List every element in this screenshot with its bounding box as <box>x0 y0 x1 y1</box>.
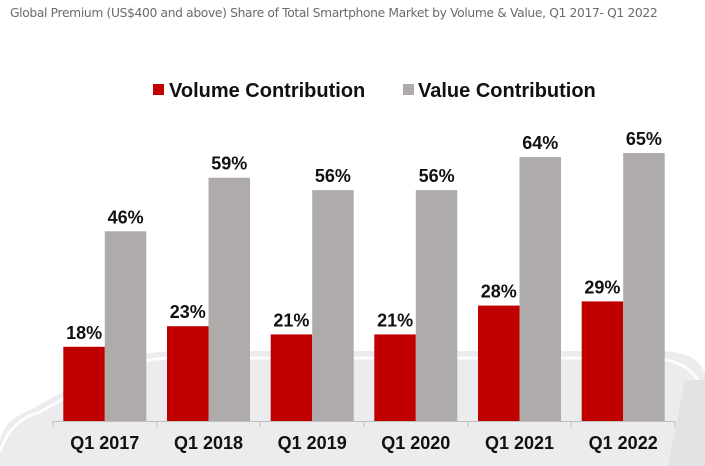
bar-value-q1-2017 <box>104 231 147 421</box>
x-tick-label-q1-2022: Q1 2022 <box>589 433 658 453</box>
data-label-value-q1-2018: 59% <box>211 154 247 174</box>
data-label-volume-q1-2022: 29% <box>584 277 620 297</box>
bar-value-q1-2021 <box>519 157 561 421</box>
data-label-value-q1-2021: 64% <box>522 133 558 153</box>
data-label-value-q1-2020: 56% <box>419 166 455 186</box>
bar-volume-q1-2017 <box>63 346 105 421</box>
chart-title: Global Premium (US$400 and above) Share … <box>10 6 658 20</box>
bar-value-q1-2020 <box>415 190 458 421</box>
data-label-value-q1-2019: 56% <box>315 166 351 186</box>
data-label-volume-q1-2018: 23% <box>170 302 206 322</box>
data-label-volume-q1-2019: 21% <box>273 310 309 330</box>
x-tick-label-q1-2020: Q1 2020 <box>381 433 450 453</box>
background-platform-shade <box>668 380 705 466</box>
bar-value-q1-2018 <box>208 177 250 421</box>
x-tick-labels-group: Q1 2017 Q1 2018 Q1 2019 Q1 2020 Q1 2021 Q1 20… <box>70 433 657 453</box>
bar-volume-q1-2019 <box>270 334 313 421</box>
bar-volume-q1-2022 <box>581 301 624 421</box>
x-axis <box>52 421 676 427</box>
data-label-value-q1-2022: 65% <box>626 129 662 149</box>
legend: Volume Contribution Value Contribution <box>153 80 596 102</box>
data-label-volume-q1-2021: 28% <box>481 282 517 302</box>
bar-value-q1-2022 <box>623 153 665 421</box>
bar-value-q1-2019 <box>312 190 354 421</box>
x-tick-label-q1-2019: Q1 2019 <box>278 433 347 453</box>
legend-label-value: Value Contribution <box>418 80 596 102</box>
data-labels-group: 18% 46% 23% 59% 21% 56% 21% 56% 28% 64% 29% 65% <box>66 129 662 343</box>
bar-volume-q1-2021 <box>478 305 520 421</box>
legend-label-volume: Volume Contribution <box>169 80 365 102</box>
data-label-volume-q1-2020: 21% <box>377 310 413 330</box>
legend-swatch-value <box>403 84 414 95</box>
x-tick-label-q1-2021: Q1 2021 <box>485 433 554 453</box>
legend-swatch-volume <box>153 84 164 95</box>
bar-volume-q1-2018 <box>167 326 209 421</box>
bar-volume-q1-2020 <box>374 334 416 421</box>
x-tick-label-q1-2017: Q1 2017 <box>70 433 139 453</box>
data-label-value-q1-2017: 46% <box>108 207 144 227</box>
data-label-volume-q1-2017: 18% <box>66 323 102 343</box>
x-tick-label-q1-2018: Q1 2018 <box>174 433 243 453</box>
bars-group <box>63 153 665 421</box>
